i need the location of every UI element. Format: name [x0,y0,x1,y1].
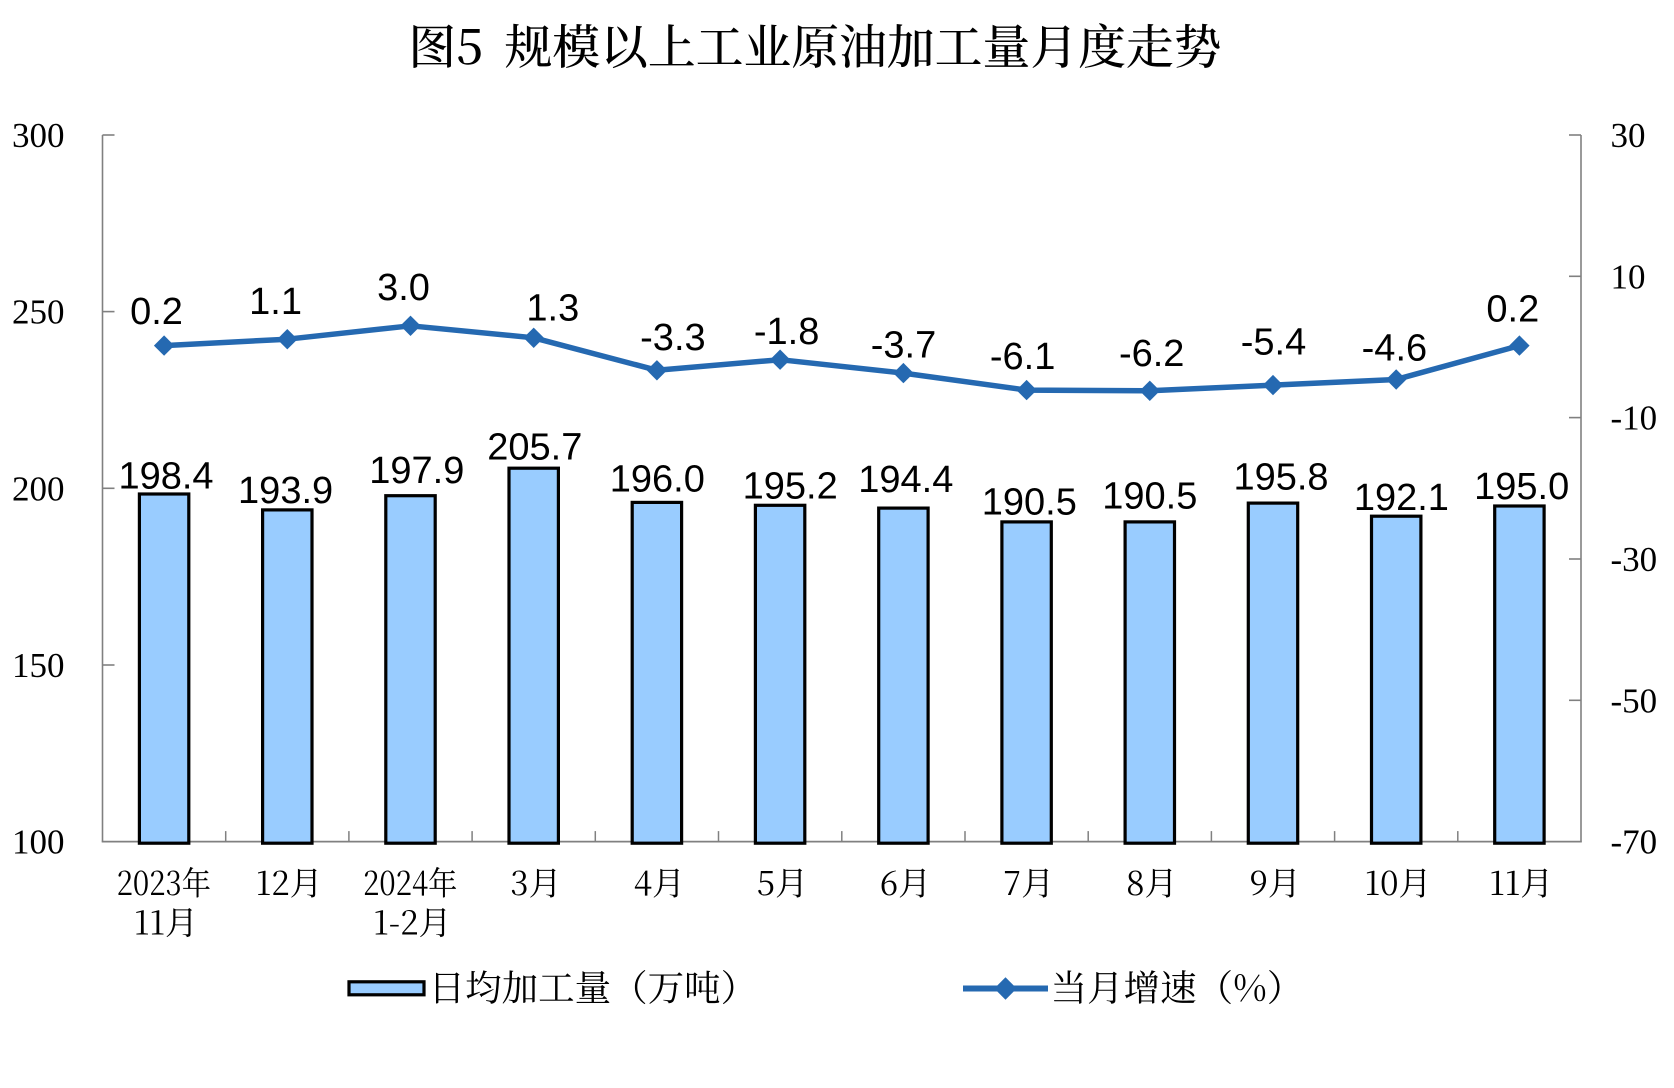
svg-text:-5.4: -5.4 [1241,322,1306,364]
svg-text:-1.8: -1.8 [754,311,819,353]
svg-text:300: 300 [12,116,65,155]
svg-text:192.1: 192.1 [1354,477,1449,519]
svg-text:-3.7: -3.7 [871,324,936,366]
svg-text:193.9: 193.9 [238,470,333,512]
svg-text:200: 200 [12,469,65,508]
svg-text:-6.1: -6.1 [990,336,1055,378]
svg-text:100: 100 [12,823,65,862]
svg-text:-70: -70 [1611,823,1658,862]
svg-text:-30: -30 [1611,540,1658,579]
svg-text:1.1: 1.1 [249,281,302,323]
svg-text:-50: -50 [1611,681,1658,720]
svg-text:195.0: 195.0 [1474,466,1569,508]
svg-text:195.8: 195.8 [1233,457,1328,499]
svg-text:196.0: 196.0 [610,458,705,500]
svg-text:-10: -10 [1611,399,1658,438]
svg-text:-4.6: -4.6 [1362,328,1427,370]
svg-text:190.5: 190.5 [1102,475,1197,517]
svg-text:198.4: 198.4 [118,456,213,498]
svg-text:0.2: 0.2 [130,291,183,333]
svg-text:194.4: 194.4 [858,459,953,501]
svg-text:195.2: 195.2 [743,466,838,508]
svg-text:-3.3: -3.3 [640,317,705,359]
svg-text:205.7: 205.7 [487,427,582,469]
svg-text:10: 10 [1611,257,1646,296]
svg-text:190.5: 190.5 [982,481,1077,523]
svg-text:0.2: 0.2 [1486,288,1539,330]
svg-text:250: 250 [12,293,65,332]
svg-text:150: 150 [12,646,65,685]
svg-text:30: 30 [1611,116,1646,155]
svg-text:3.0: 3.0 [377,267,430,309]
svg-text:197.9: 197.9 [369,450,464,492]
svg-text:1.3: 1.3 [526,287,579,329]
svg-text:-6.2: -6.2 [1119,333,1184,375]
